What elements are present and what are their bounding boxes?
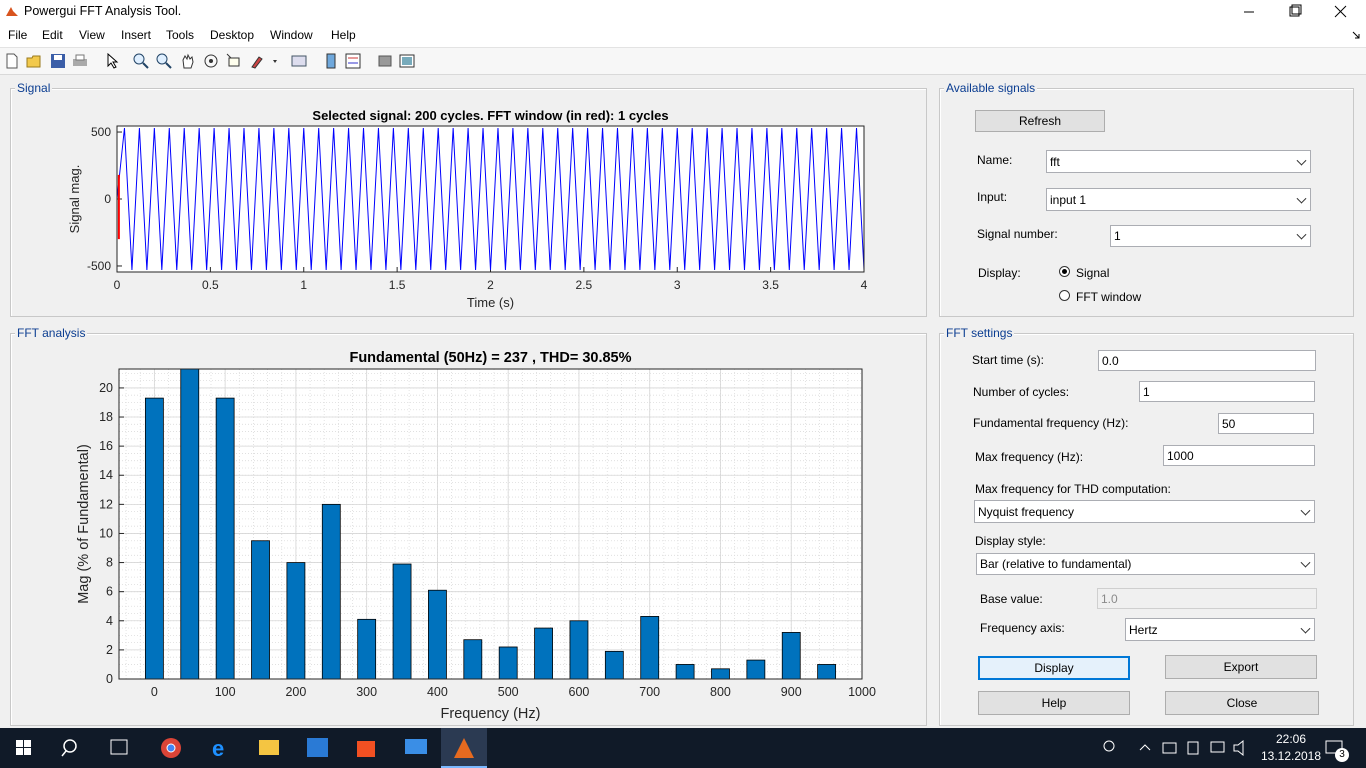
cycles-input[interactable]: 1 — [1139, 381, 1315, 402]
field-label: Number of cycles: — [973, 385, 1070, 399]
tool-save[interactable] — [50, 53, 66, 69]
thd-dropdown[interactable]: Nyquist frequency — [974, 500, 1315, 523]
field-value: fft — [1050, 154, 1060, 169]
field-label: Display: — [978, 266, 1021, 280]
field-value: Nyquist frequency — [978, 504, 1075, 519]
tool-open[interactable] — [26, 53, 42, 69]
signal-number-dropdown[interactable]: 1 — [1110, 225, 1311, 247]
radio-label[interactable]: Signal — [1076, 266, 1110, 280]
menu-item[interactable]: Edit — [42, 28, 63, 42]
field-label: Display style: — [975, 534, 1046, 548]
tool-new[interactable] — [4, 53, 20, 69]
radio-signal[interactable] — [1059, 266, 1070, 277]
field-label: Signal number: — [977, 227, 1058, 241]
field-label: Input: — [977, 190, 1008, 204]
notification-count: 3 — [1339, 749, 1345, 760]
panel-title: Available signals — [944, 81, 1038, 95]
tool-zoom-out[interactable] — [156, 53, 172, 69]
taskbar: e 22:06 13.12.2018 3 — [0, 728, 1366, 768]
display-style-dropdown[interactable]: Bar (relative to fundamental) — [976, 553, 1315, 575]
input-dropdown[interactable]: input 1 — [1046, 188, 1311, 211]
clock-date: 13.12.2018 — [1260, 749, 1322, 763]
frequency-axis-dropdown[interactable]: Hertz — [1125, 618, 1315, 641]
fft-settings-panel — [939, 333, 1354, 726]
field-label: Frequency axis: — [980, 621, 1065, 635]
field-value: 1000 — [1167, 448, 1194, 463]
panel-title: Signal — [15, 81, 53, 95]
display-button[interactable]: Display — [978, 656, 1130, 680]
panel-title: FFT settings — [944, 326, 1015, 340]
field-value: Bar (relative to fundamental) — [980, 557, 1132, 571]
tool-link[interactable] — [291, 53, 307, 69]
tool-brush[interactable] — [250, 53, 280, 69]
name-dropdown[interactable]: fft — [1046, 150, 1311, 173]
tool-colorbar[interactable] — [323, 53, 339, 69]
svg-text:e: e — [212, 736, 224, 761]
field-label: Max frequency (Hz): — [975, 450, 1084, 464]
base-value-input: 1.0 — [1097, 588, 1317, 609]
title-bar: Powergui FFT Analysis Tool. — [0, 0, 1366, 23]
tool-datacursor[interactable] — [226, 53, 242, 69]
signal-panel — [10, 88, 927, 317]
menu-bar: File Edit View Insert Tools Desktop Wind… — [0, 23, 1366, 48]
field-label: Base value: — [980, 592, 1043, 606]
panel-title: FFT analysis — [15, 326, 88, 340]
help-button[interactable]: Help — [978, 691, 1130, 715]
radio-label[interactable]: FFT window — [1076, 290, 1142, 304]
tool-select[interactable] — [104, 53, 120, 69]
window-controls[interactable] — [1240, 4, 1360, 20]
field-value: 1.0 — [1101, 591, 1118, 606]
menu-item[interactable]: Window — [270, 28, 313, 42]
export-button[interactable]: Export — [1165, 655, 1317, 679]
refresh-button[interactable]: Refresh — [975, 110, 1105, 132]
available-signals-panel — [939, 88, 1354, 317]
tool-print[interactable] — [72, 53, 88, 69]
field-label: Name: — [977, 153, 1013, 167]
menu-item[interactable]: Insert — [121, 28, 152, 42]
clock-time: 22:06 — [1275, 732, 1307, 746]
tool-zoom-in[interactable] — [133, 53, 149, 69]
field-value: 1 — [1143, 384, 1150, 399]
fundamental-input[interactable]: 50 — [1218, 413, 1314, 434]
field-label: Max frequency for THD computation: — [975, 482, 1171, 496]
max-frequency-input[interactable]: 1000 — [1163, 445, 1315, 466]
menu-item[interactable]: Tools — [166, 28, 195, 42]
close-button[interactable]: Close — [1165, 691, 1319, 715]
fft-analysis-panel — [10, 333, 927, 726]
menu-item[interactable]: Desktop — [210, 28, 255, 42]
window-title: Powergui FFT Analysis Tool. — [24, 4, 182, 18]
field-value: 50 — [1222, 416, 1236, 431]
menu-item[interactable]: File — [8, 28, 28, 42]
field-label: Start time (s): — [972, 353, 1045, 367]
field-value: input 1 — [1050, 192, 1087, 207]
field-value: Hertz — [1129, 622, 1158, 637]
radio-fft-window[interactable] — [1059, 290, 1070, 301]
toolbar — [0, 48, 1366, 75]
menu-item[interactable]: View — [79, 28, 105, 42]
field-value: 1 — [1114, 229, 1121, 243]
app-icon — [6, 7, 18, 16]
tool-show[interactable] — [399, 53, 415, 69]
tool-hide[interactable] — [377, 53, 393, 69]
tool-legend[interactable] — [345, 53, 361, 69]
menu-item[interactable]: Help — [331, 28, 356, 42]
field-label: Fundamental frequency (Hz): — [973, 416, 1129, 430]
start-time-input[interactable]: 0.0 — [1098, 350, 1316, 371]
menu-dock[interactable] — [1352, 31, 1362, 39]
tool-pan[interactable] — [180, 53, 196, 69]
taskbar-icons[interactable]: e — [0, 728, 1366, 768]
tool-rotate[interactable] — [203, 53, 219, 69]
field-value: 0.0 — [1102, 353, 1119, 368]
